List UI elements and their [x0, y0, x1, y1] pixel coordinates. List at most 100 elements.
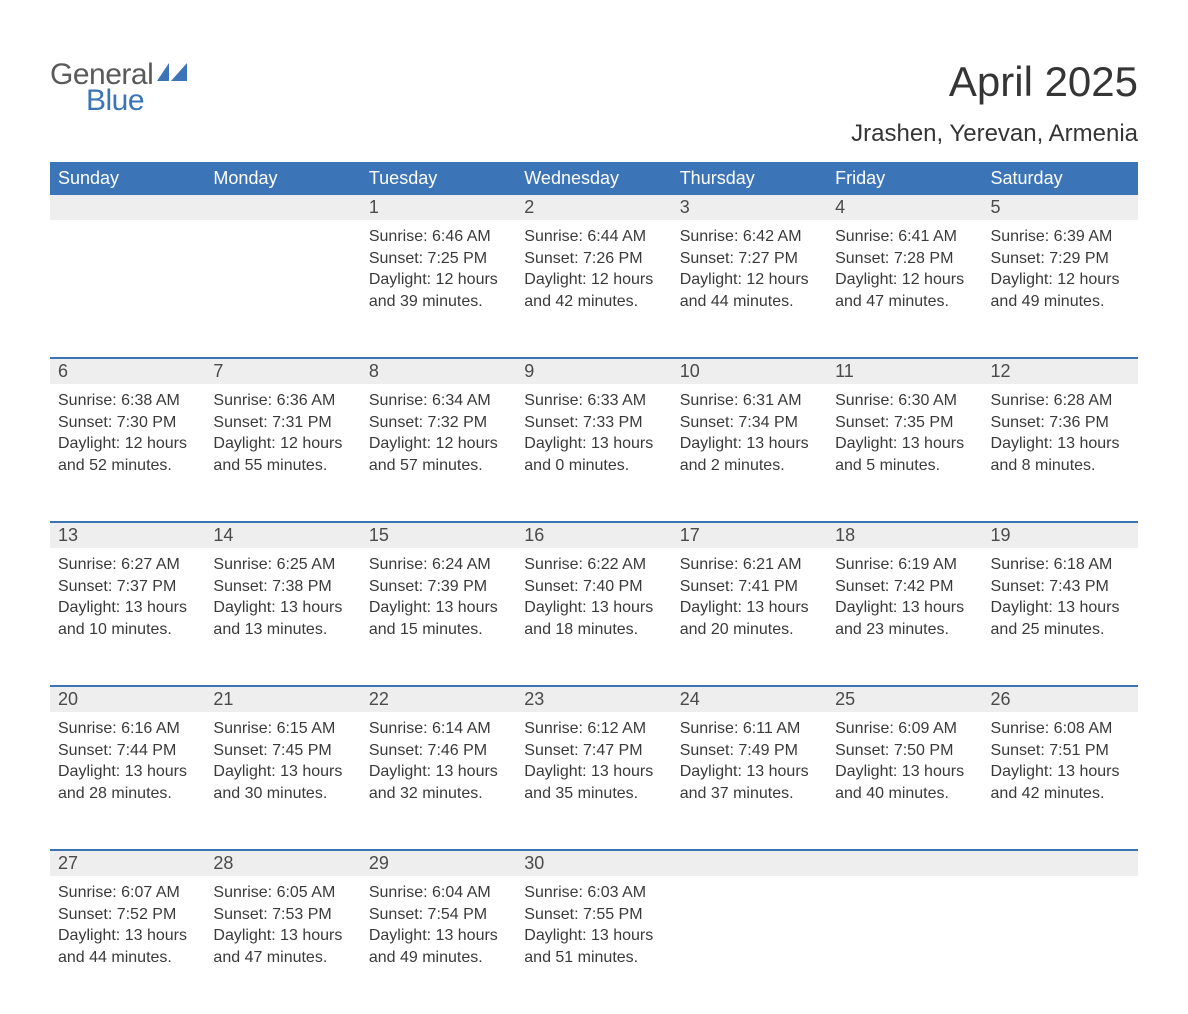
day-cell: Sunrise: 6:11 AMSunset: 7:49 PMDaylight:… [672, 712, 827, 850]
sunset-line: Sunset: 7:37 PM [58, 576, 197, 598]
daylight-line2: and 5 minutes. [835, 455, 974, 477]
daylight-line: Daylight: 13 hours [680, 597, 819, 619]
sunrise-line: Sunrise: 6:14 AM [369, 718, 508, 740]
day-content-row: Sunrise: 6:07 AMSunset: 7:52 PMDaylight:… [50, 876, 1138, 1014]
daylight-line2: and 37 minutes. [680, 783, 819, 805]
weekday-header: Sunday [50, 162, 205, 195]
sunrise-line: Sunrise: 6:16 AM [58, 718, 197, 740]
day-number-cell: 24 [672, 686, 827, 712]
sunrise-line: Sunrise: 6:08 AM [991, 718, 1130, 740]
day-details: Sunrise: 6:34 AMSunset: 7:32 PMDaylight:… [361, 384, 516, 486]
day-cell: Sunrise: 6:22 AMSunset: 7:40 PMDaylight:… [516, 548, 671, 686]
sunrise-line: Sunrise: 6:34 AM [369, 390, 508, 412]
day-number-cell: 11 [827, 358, 982, 384]
sunset-line: Sunset: 7:33 PM [524, 412, 663, 434]
day-details: Sunrise: 6:03 AMSunset: 7:55 PMDaylight:… [516, 876, 671, 978]
logo-word2: Blue [86, 84, 187, 118]
daylight-line: Daylight: 13 hours [991, 433, 1130, 455]
daylight-line2: and 25 minutes. [991, 619, 1130, 641]
daylight-line: Daylight: 13 hours [213, 761, 352, 783]
daylight-line2: and 47 minutes. [213, 947, 352, 969]
daylight-line: Daylight: 13 hours [369, 597, 508, 619]
day-number-cell: 27 [50, 850, 205, 876]
day-number-cell [50, 195, 205, 220]
daylight-line2: and 52 minutes. [58, 455, 197, 477]
sunrise-line: Sunrise: 6:05 AM [213, 882, 352, 904]
day-cell: Sunrise: 6:24 AMSunset: 7:39 PMDaylight:… [361, 548, 516, 686]
weekday-header: Monday [205, 162, 360, 195]
sunset-line: Sunset: 7:42 PM [835, 576, 974, 598]
sunrise-line: Sunrise: 6:28 AM [991, 390, 1130, 412]
day-number-cell [983, 850, 1138, 876]
daylight-line: Daylight: 13 hours [58, 597, 197, 619]
daylight-line: Daylight: 13 hours [524, 761, 663, 783]
sunrise-line: Sunrise: 6:42 AM [680, 226, 819, 248]
daylight-line: Daylight: 12 hours [524, 269, 663, 291]
daylight-line: Daylight: 13 hours [680, 761, 819, 783]
day-number-cell: 8 [361, 358, 516, 384]
day-number-cell: 13 [50, 522, 205, 548]
daylight-line2: and 55 minutes. [213, 455, 352, 477]
day-details: Sunrise: 6:18 AMSunset: 7:43 PMDaylight:… [983, 548, 1138, 650]
day-number-cell [672, 850, 827, 876]
daylight-line: Daylight: 13 hours [58, 761, 197, 783]
day-number-row: 20212223242526 [50, 686, 1138, 712]
day-details: Sunrise: 6:07 AMSunset: 7:52 PMDaylight:… [50, 876, 205, 978]
daylight-line: Daylight: 13 hours [58, 925, 197, 947]
day-number-cell [205, 195, 360, 220]
day-number-row: 6789101112 [50, 358, 1138, 384]
daylight-line2: and 30 minutes. [213, 783, 352, 805]
daylight-line: Daylight: 13 hours [991, 761, 1130, 783]
sunset-line: Sunset: 7:46 PM [369, 740, 508, 762]
daylight-line: Daylight: 12 hours [835, 269, 974, 291]
day-number-cell: 20 [50, 686, 205, 712]
sunrise-line: Sunrise: 6:09 AM [835, 718, 974, 740]
day-number-cell: 4 [827, 195, 982, 220]
day-number-cell: 21 [205, 686, 360, 712]
sunset-line: Sunset: 7:26 PM [524, 248, 663, 270]
day-cell [672, 876, 827, 1014]
daylight-line2: and 0 minutes. [524, 455, 663, 477]
day-cell [205, 220, 360, 358]
daylight-line: Daylight: 12 hours [213, 433, 352, 455]
sunset-line: Sunset: 7:30 PM [58, 412, 197, 434]
day-cell: Sunrise: 6:15 AMSunset: 7:45 PMDaylight:… [205, 712, 360, 850]
sunrise-line: Sunrise: 6:15 AM [213, 718, 352, 740]
day-details: Sunrise: 6:31 AMSunset: 7:34 PMDaylight:… [672, 384, 827, 486]
day-number-cell: 28 [205, 850, 360, 876]
day-cell [50, 220, 205, 358]
daylight-line2: and 20 minutes. [680, 619, 819, 641]
day-details: Sunrise: 6:30 AMSunset: 7:35 PMDaylight:… [827, 384, 982, 486]
day-cell: Sunrise: 6:03 AMSunset: 7:55 PMDaylight:… [516, 876, 671, 1014]
day-details: Sunrise: 6:39 AMSunset: 7:29 PMDaylight:… [983, 220, 1138, 322]
sunset-line: Sunset: 7:51 PM [991, 740, 1130, 762]
day-details: Sunrise: 6:22 AMSunset: 7:40 PMDaylight:… [516, 548, 671, 650]
daylight-line: Daylight: 13 hours [524, 925, 663, 947]
sunrise-line: Sunrise: 6:36 AM [213, 390, 352, 412]
day-number-cell: 26 [983, 686, 1138, 712]
sunset-line: Sunset: 7:53 PM [213, 904, 352, 926]
day-content-row: Sunrise: 6:38 AMSunset: 7:30 PMDaylight:… [50, 384, 1138, 522]
day-number-cell: 18 [827, 522, 982, 548]
day-number-cell: 7 [205, 358, 360, 384]
sunset-line: Sunset: 7:47 PM [524, 740, 663, 762]
day-number-cell: 22 [361, 686, 516, 712]
daylight-line2: and 49 minutes. [369, 947, 508, 969]
daylight-line2: and 57 minutes. [369, 455, 508, 477]
sunset-line: Sunset: 7:35 PM [835, 412, 974, 434]
day-content-row: Sunrise: 6:16 AMSunset: 7:44 PMDaylight:… [50, 712, 1138, 850]
sunrise-line: Sunrise: 6:21 AM [680, 554, 819, 576]
daylight-line2: and 40 minutes. [835, 783, 974, 805]
day-cell: Sunrise: 6:42 AMSunset: 7:27 PMDaylight:… [672, 220, 827, 358]
daylight-line2: and 10 minutes. [58, 619, 197, 641]
day-cell: Sunrise: 6:36 AMSunset: 7:31 PMDaylight:… [205, 384, 360, 522]
daylight-line2: and 44 minutes. [58, 947, 197, 969]
sunset-line: Sunset: 7:29 PM [991, 248, 1130, 270]
sunrise-line: Sunrise: 6:07 AM [58, 882, 197, 904]
weekday-header: Saturday [983, 162, 1138, 195]
day-cell: Sunrise: 6:41 AMSunset: 7:28 PMDaylight:… [827, 220, 982, 358]
day-details: Sunrise: 6:04 AMSunset: 7:54 PMDaylight:… [361, 876, 516, 978]
daylight-line2: and 8 minutes. [991, 455, 1130, 477]
sunset-line: Sunset: 7:54 PM [369, 904, 508, 926]
sunset-line: Sunset: 7:34 PM [680, 412, 819, 434]
